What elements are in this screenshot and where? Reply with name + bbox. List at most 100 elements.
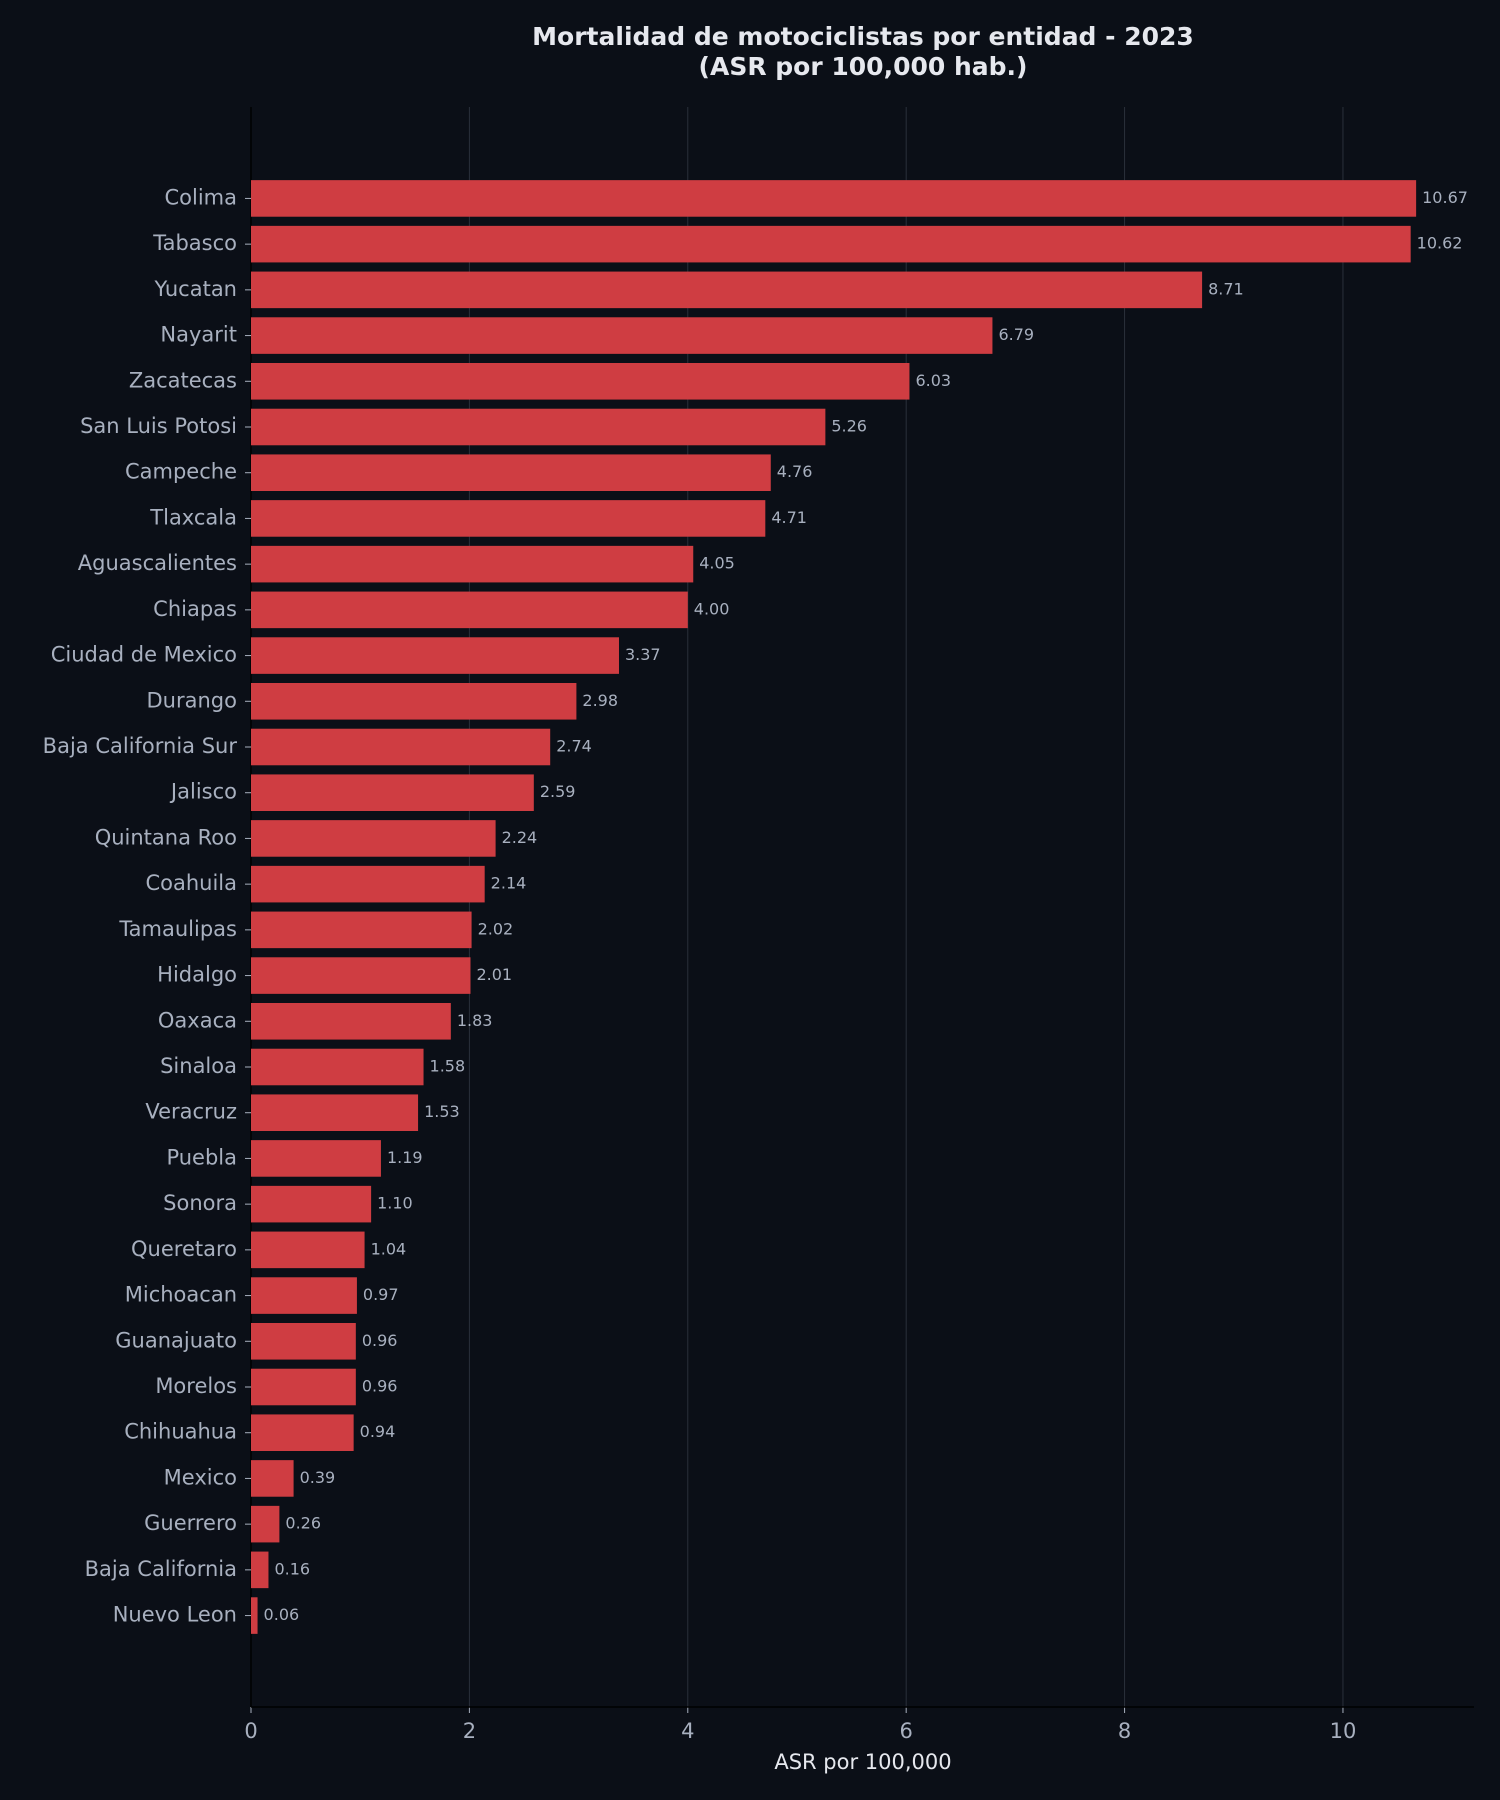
chart-subtitle: (ASR por 100,000 hab.) [699,52,1028,81]
value-label: 0.16 [274,1559,310,1578]
y-tick-label: Durango [147,688,237,712]
y-tick-label: Tamaulipas [118,917,237,941]
bar [251,271,1203,309]
value-label: 0.06 [264,1605,300,1624]
y-tick-label: Zacatecas [129,368,237,392]
x-axis-label: ASR por 100,000 [774,1750,951,1774]
y-tick-label: Coahuila [145,871,237,895]
y-tick-label: Nayarit [160,323,237,347]
x-tick-label: 2 [463,1719,476,1743]
y-tick-label: Mexico [164,1465,237,1489]
y-tick-label: Sonora [163,1191,237,1215]
y-tick-label: Baja California Sur [43,734,238,758]
value-label: 1.10 [377,1194,413,1213]
y-tick-label: Tlaxcala [149,505,237,529]
bar [251,1048,424,1086]
bar [251,225,1411,263]
bar [251,1140,381,1177]
bar [251,911,472,949]
y-tick-label: Guanajuato [115,1328,237,1352]
bar [251,500,766,537]
bar [251,774,534,811]
value-label: 5.26 [831,417,867,436]
y-tick-label: Puebla [166,1145,237,1169]
bar [251,865,485,903]
value-label: 8.71 [1208,279,1244,298]
value-label: 10.62 [1417,234,1463,253]
value-label: 10.67 [1422,188,1468,207]
x-tick-label: 8 [1118,1719,1131,1743]
bar [251,180,1417,217]
bar [251,1597,258,1634]
bar [251,820,496,857]
value-label: 2.59 [540,782,576,801]
value-label: 2.01 [476,965,512,984]
bar [251,363,910,400]
x-tick-label: 6 [899,1719,912,1743]
bar [251,1414,354,1451]
bar [251,1003,451,1040]
y-tick-label: Hidalgo [157,963,237,987]
value-label: 1.19 [387,1148,423,1167]
y-tick-label: Veracruz [145,1100,237,1124]
value-label: 4.76 [777,462,813,481]
bar [251,1368,356,1406]
value-label: 2.14 [491,874,527,893]
value-label: 1.04 [371,1239,407,1258]
bar [251,728,551,766]
x-tick-label: 4 [681,1719,694,1743]
value-label: 0.97 [363,1285,399,1304]
y-tick-label: Nuevo Leon [113,1603,237,1627]
value-label: 2.98 [582,691,618,710]
value-label: 6.03 [915,371,951,390]
y-tick-label: Ciudad de Mexico [51,643,237,667]
y-tick-label: Campeche [125,460,237,484]
value-label: 1.58 [430,1057,466,1076]
bar [251,317,993,354]
bar [251,1505,280,1543]
y-tick-label: Chihuahua [124,1420,237,1444]
y-tick-label: Queretaro [131,1237,237,1261]
value-label: 4.05 [699,554,735,573]
bar [251,591,688,629]
value-label: 1.53 [424,1102,460,1121]
value-label: 6.79 [998,325,1034,344]
y-tick-label: San Luis Potosi [80,414,237,438]
bar [251,545,694,583]
bar [251,1460,294,1497]
y-tick-label: Sinaloa [160,1054,237,1078]
value-label: 3.37 [625,645,661,664]
value-label: 0.26 [285,1514,321,1533]
bar [251,1231,365,1269]
value-label: 0.96 [362,1331,398,1350]
y-tick-label: Guerrero [144,1511,237,1535]
x-tick-label: 0 [244,1719,257,1743]
bar [251,683,577,720]
bar [251,1094,419,1131]
y-tick-label: Tabasco [152,231,237,255]
y-tick-label: Morelos [155,1374,237,1398]
value-label: 4.00 [694,599,730,618]
value-label: 2.24 [502,828,538,847]
value-label: 0.96 [362,1377,398,1396]
value-label: 1.83 [457,1011,493,1030]
bar [251,637,619,674]
bar [251,957,471,994]
y-tick-label: Yucatan [153,277,237,301]
value-label: 2.74 [556,737,592,756]
bar [251,1185,372,1223]
x-tick-label: 10 [1330,1719,1357,1743]
y-tick-label: Jalisco [169,780,237,804]
value-label: 2.02 [478,919,514,938]
chart-title: Mortalidad de motociclistas por entidad … [532,22,1194,51]
y-tick-label: Baja California [85,1557,237,1581]
y-tick-label: Chiapas [153,597,237,621]
y-tick-label: Quintana Roo [95,825,237,849]
bar [251,1323,356,1360]
y-tick-label: Oaxaca [158,1008,237,1032]
bar [251,1551,269,1589]
bar [251,454,771,491]
value-label: 4.71 [771,508,807,527]
value-label: 0.94 [360,1422,396,1441]
